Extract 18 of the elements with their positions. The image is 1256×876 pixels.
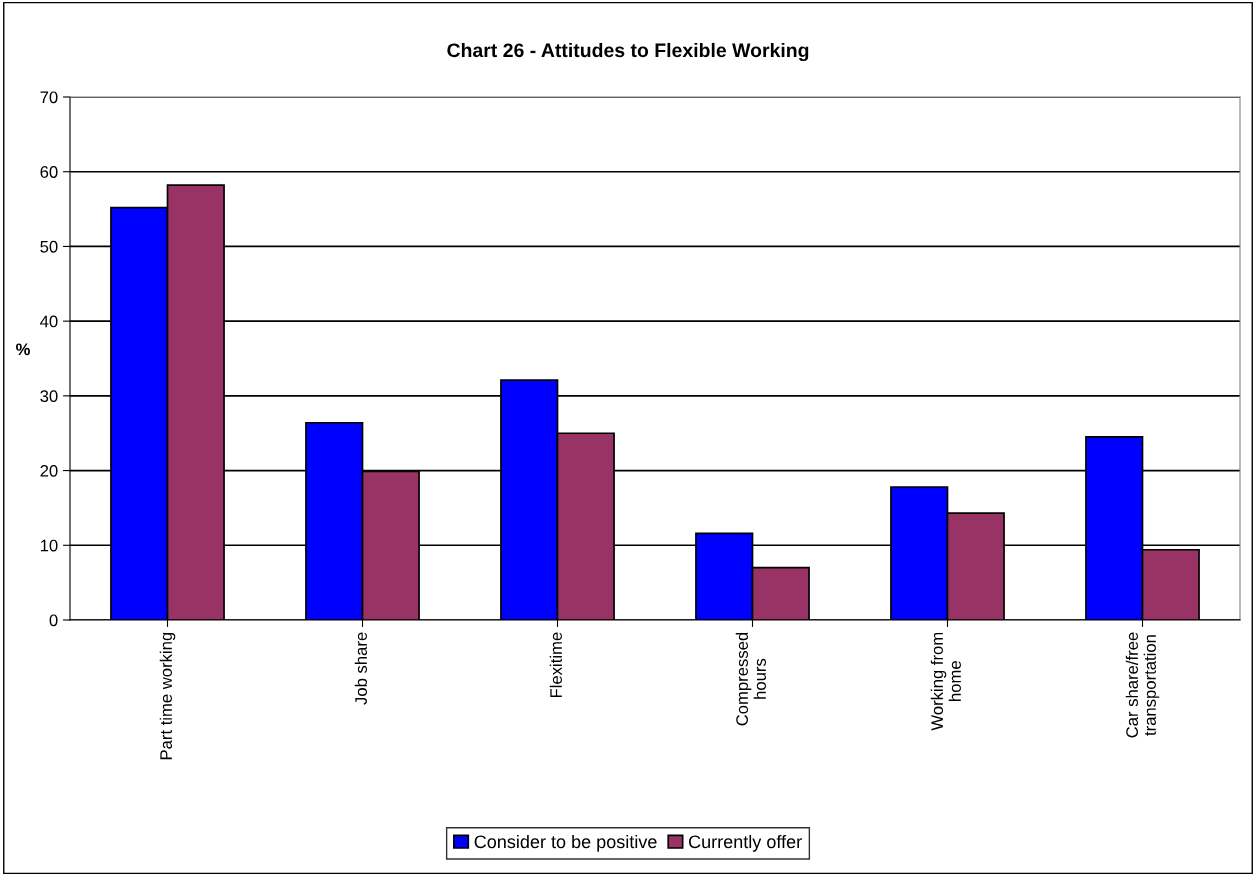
legend-label: Consider to be positive <box>474 834 657 852</box>
y-tick-label: 70 <box>40 91 58 104</box>
chart-title: Chart 26 - Attitudes to Flexible Working <box>447 42 809 62</box>
x-tick-label: Compressed hours <box>735 632 766 726</box>
x-tick-label: Job share <box>354 632 367 705</box>
y-tick-label: 10 <box>40 539 58 552</box>
y-tick-label: 50 <box>40 240 58 253</box>
x-tick-label: Flexitime <box>549 632 562 698</box>
y-tick-label: 30 <box>40 390 58 403</box>
x-tick-label: Working from home <box>930 632 961 731</box>
x-tick-label: Part time working <box>159 632 176 760</box>
y-tick-label: 60 <box>40 166 58 178</box>
y-axis-title: % <box>16 343 30 356</box>
y-tick-label: 20 <box>40 464 58 477</box>
x-tick-label: Car share/free transportation <box>1125 632 1160 738</box>
legend-label: Currently offer <box>688 834 802 852</box>
y-tick-label: 40 <box>40 315 58 328</box>
y-tick-label: 0 <box>49 614 58 627</box>
